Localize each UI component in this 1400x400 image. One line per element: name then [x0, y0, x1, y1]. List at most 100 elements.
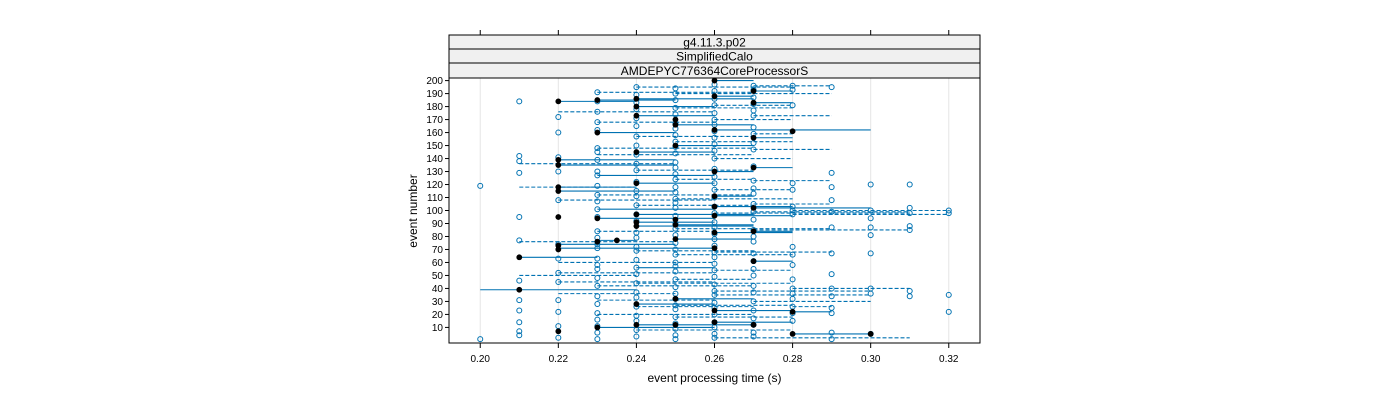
open-point — [867, 224, 874, 231]
open-point — [867, 207, 874, 214]
filled-point — [633, 112, 640, 119]
x-tick-label: 0.24 — [627, 354, 647, 365]
open-point — [594, 262, 601, 269]
open-point — [672, 259, 679, 266]
filled-point — [750, 164, 757, 171]
open-point — [633, 264, 640, 271]
open-point — [828, 197, 835, 204]
open-point — [594, 198, 601, 205]
open-point — [711, 141, 718, 148]
open-point — [867, 250, 874, 257]
y-tick-label: 60 — [432, 258, 444, 269]
open-point — [672, 263, 679, 270]
y-tick-label: 130 — [426, 167, 443, 178]
x-tick-label: 0.22 — [549, 354, 569, 365]
open-point — [633, 243, 640, 250]
y-tick-label: 80 — [432, 232, 444, 243]
open-point — [750, 233, 757, 240]
filled-point — [750, 99, 757, 106]
open-point — [750, 177, 757, 184]
open-point — [672, 85, 679, 92]
filled-point — [711, 93, 718, 100]
y-tick-label: 90 — [432, 219, 444, 230]
open-point — [516, 169, 523, 176]
open-point — [945, 291, 952, 298]
filled-point — [633, 180, 640, 187]
open-point — [945, 210, 952, 217]
strip-2-label: SimplifiedCalo — [676, 50, 753, 64]
open-point — [633, 256, 640, 263]
open-point — [594, 191, 601, 198]
filled-point — [672, 321, 679, 328]
open-point — [672, 314, 679, 321]
open-point — [828, 285, 835, 292]
open-point — [594, 316, 601, 323]
open-point — [828, 336, 835, 343]
filled-point — [750, 205, 757, 211]
open-point — [906, 181, 913, 188]
open-point — [555, 308, 562, 315]
open-point — [633, 271, 640, 278]
filled-point — [555, 156, 562, 163]
open-point — [594, 172, 601, 179]
filled-point — [672, 116, 679, 123]
filled-point — [867, 331, 874, 337]
open-point — [906, 204, 913, 211]
open-point — [750, 307, 757, 314]
open-point — [672, 104, 679, 111]
x-tick-label: 0.28 — [783, 354, 803, 365]
open-point — [750, 315, 757, 322]
filled-point — [633, 149, 640, 155]
open-point — [633, 188, 640, 195]
open-point — [594, 119, 601, 126]
open-point — [672, 306, 679, 313]
filled-point — [555, 98, 562, 105]
open-point — [594, 228, 601, 235]
filled-point — [633, 321, 640, 328]
open-point — [633, 289, 640, 296]
filled-point — [750, 134, 757, 141]
open-point — [594, 336, 601, 343]
open-point — [555, 255, 562, 262]
x-tick-label: 0.20 — [471, 354, 491, 365]
y-tick-label: 10 — [432, 323, 444, 334]
open-point — [711, 334, 718, 341]
open-point — [828, 271, 835, 278]
filled-point — [711, 245, 718, 252]
open-point — [633, 123, 640, 130]
open-point — [672, 276, 679, 283]
filled-point — [750, 228, 757, 235]
filled-point — [711, 203, 718, 210]
open-point — [789, 82, 796, 89]
open-point — [711, 291, 718, 298]
data-points — [477, 77, 952, 343]
open-point — [594, 310, 601, 317]
open-point — [516, 98, 523, 105]
open-point — [516, 237, 523, 244]
open-point — [711, 267, 718, 274]
filled-point — [555, 184, 562, 191]
open-point — [672, 184, 679, 191]
open-point — [750, 185, 757, 192]
open-point — [555, 269, 562, 276]
open-point — [672, 336, 679, 343]
y-tick-label: 140 — [426, 154, 443, 165]
open-point — [867, 181, 874, 188]
open-point — [672, 246, 679, 253]
open-point — [789, 211, 796, 218]
axes: 0.20 0.22 0.24 0.26 0.28 0.30 0.32 10 20 30 40 50 60… — [426, 30, 959, 365]
filled-point — [594, 238, 601, 245]
y-tick-label: 70 — [432, 245, 444, 256]
open-point — [594, 108, 601, 115]
open-point — [633, 280, 640, 287]
filled-point — [750, 321, 757, 328]
filled-point — [613, 237, 620, 244]
open-point — [516, 152, 523, 159]
filled-point — [711, 168, 718, 175]
filled-point — [555, 214, 562, 220]
open-point — [672, 199, 679, 206]
open-point — [750, 124, 757, 131]
open-point — [750, 238, 757, 245]
open-point — [828, 304, 835, 311]
open-point — [906, 288, 913, 295]
